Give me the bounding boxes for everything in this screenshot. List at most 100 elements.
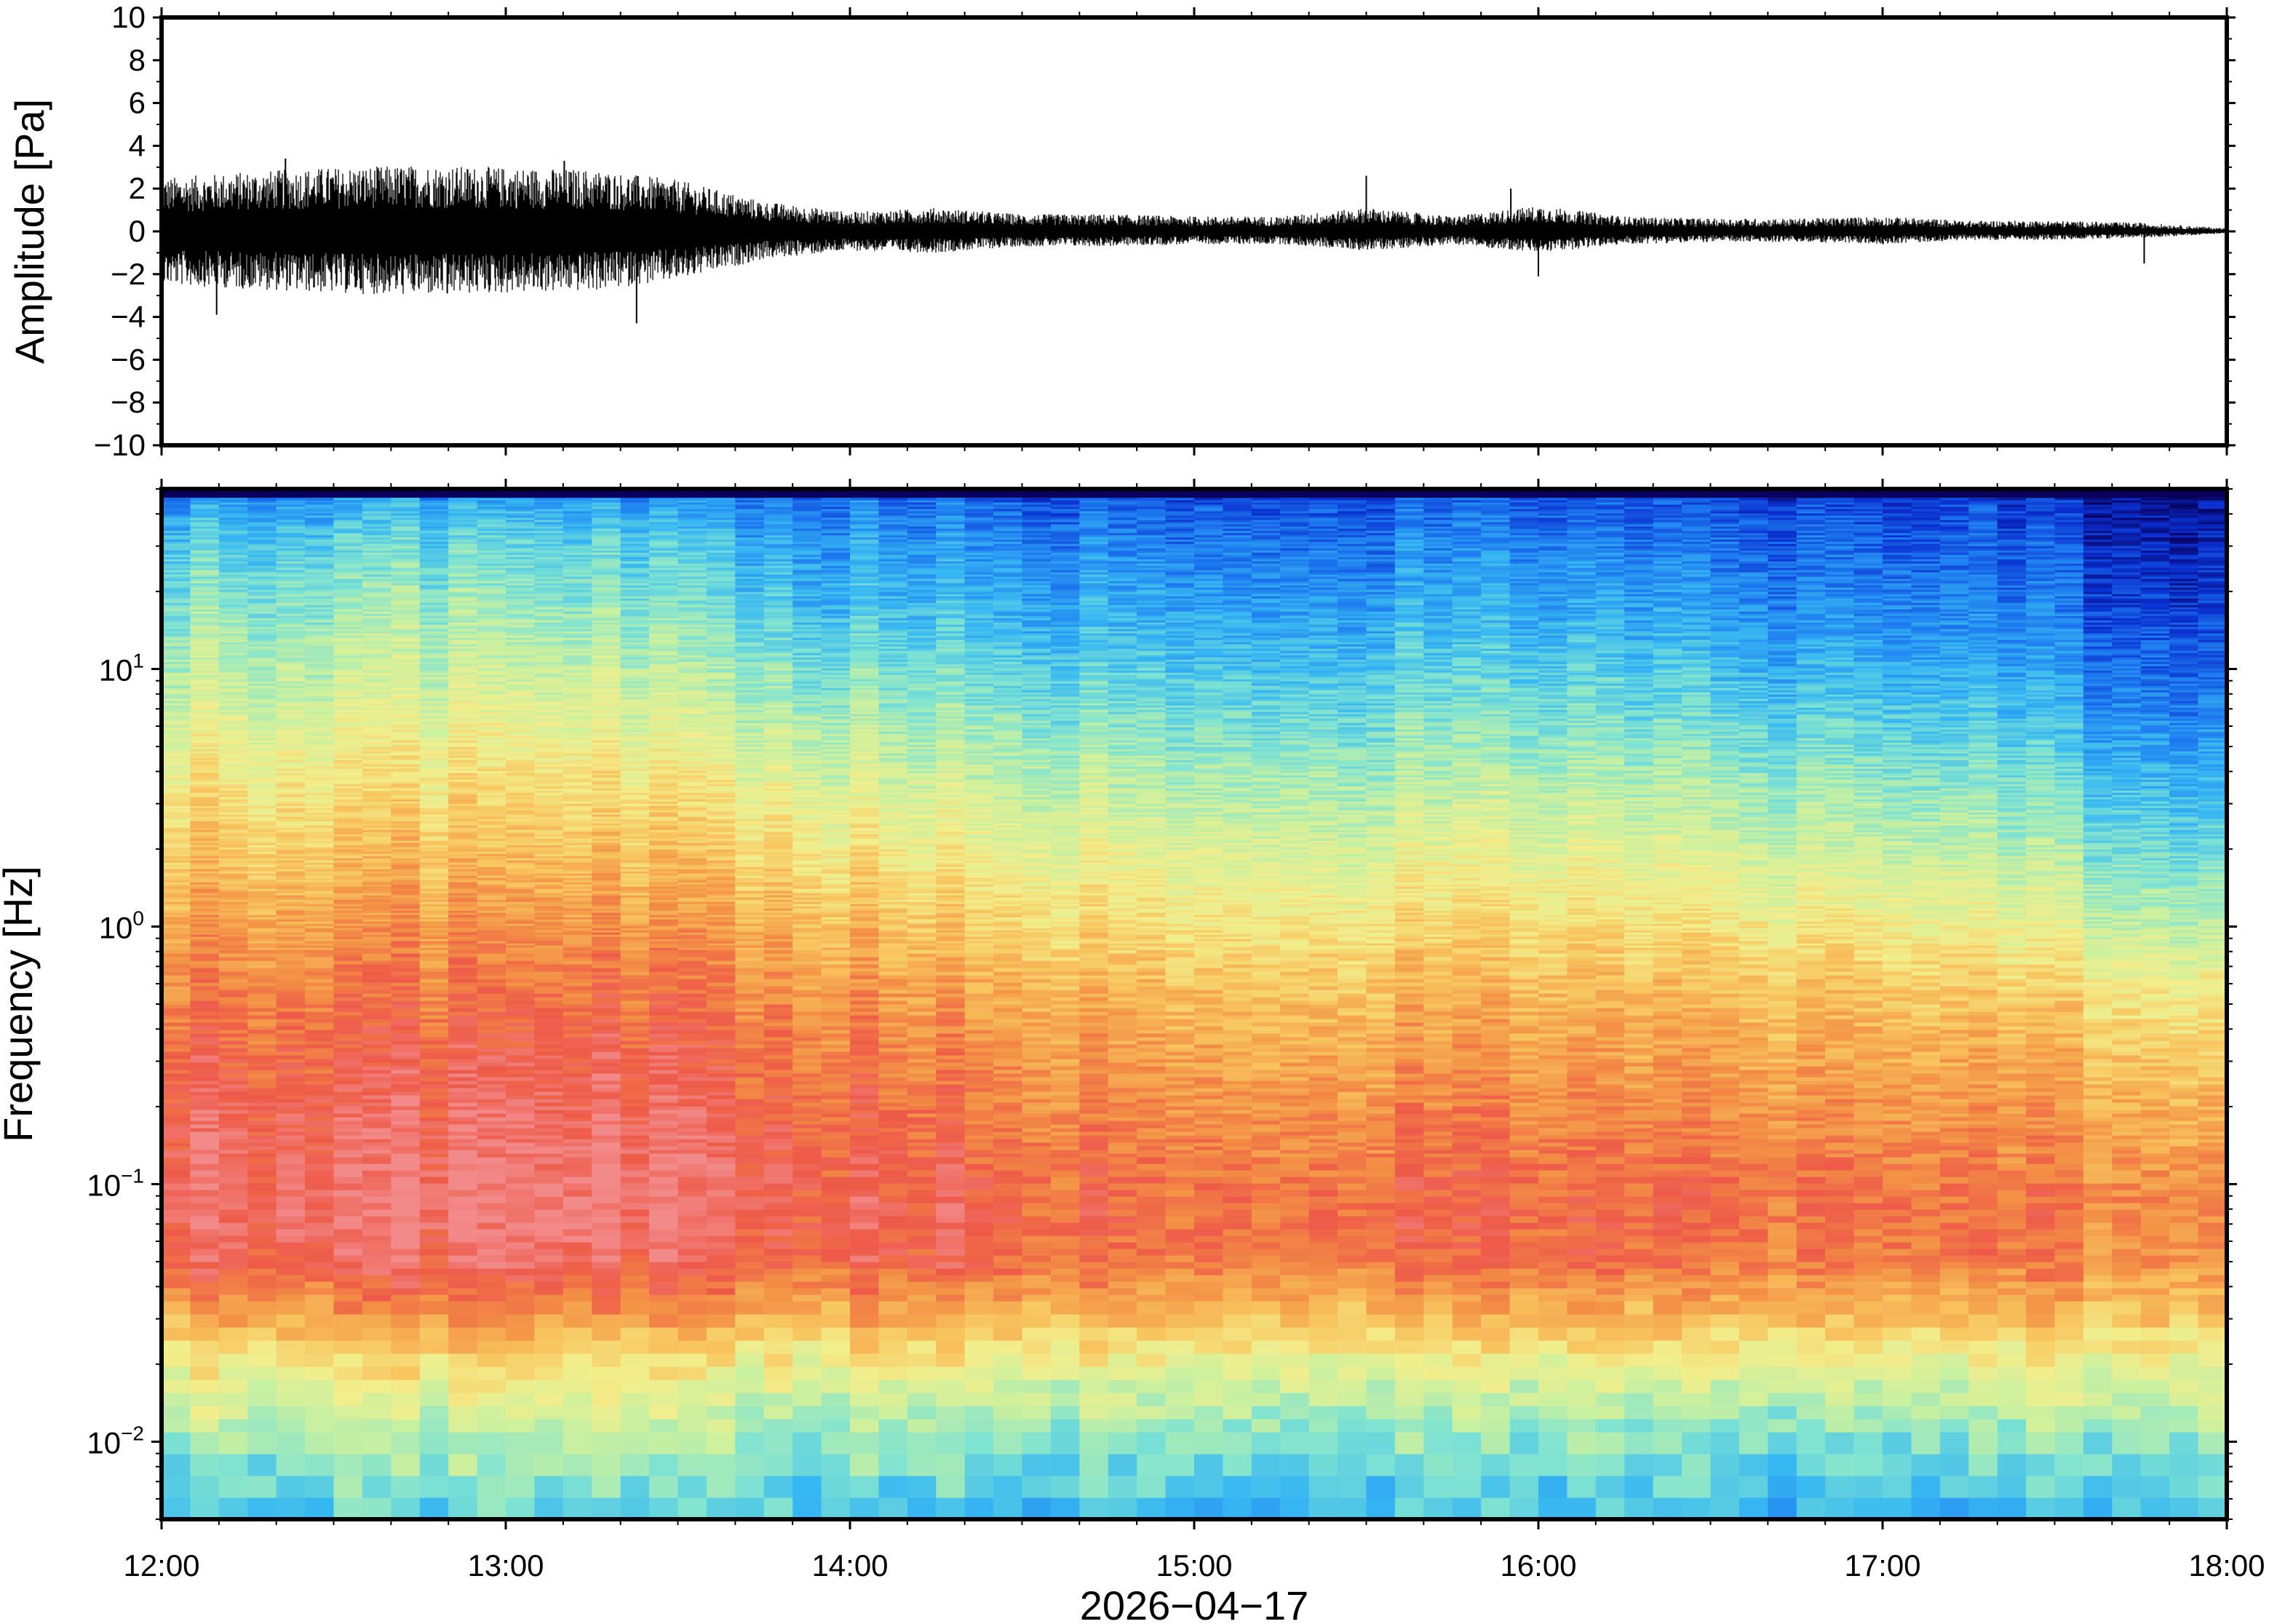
spectrogram-cell <box>247 642 277 645</box>
spectrogram-cell <box>448 1288 478 1295</box>
spectrogram-cell <box>218 539 248 542</box>
spectrogram-cell <box>419 775 449 778</box>
spectrogram-cell <box>247 701 277 704</box>
spectrogram-cell <box>362 587 392 590</box>
spectrogram-cell <box>506 880 536 883</box>
spectrogram-cell <box>391 1099 421 1103</box>
spectrogram-cell <box>276 526 306 529</box>
spectrogram-cell <box>448 1080 478 1085</box>
spectrogram-cell <box>305 823 335 826</box>
spectrogram-cell <box>534 829 564 832</box>
spectrogram-cell <box>448 1030 478 1034</box>
spectrogram-cell <box>506 624 536 627</box>
spectrogram-cell <box>190 568 220 570</box>
spectrogram-cell <box>218 1059 248 1063</box>
spectrogram-cell <box>448 1163 478 1171</box>
spectrogram-cell <box>534 714 564 717</box>
spectrogram-cell <box>477 611 506 614</box>
spectrogram-cell <box>477 539 506 542</box>
spectrogram-cell <box>563 742 592 745</box>
spectrogram-cell <box>563 941 592 944</box>
spectrogram-cell <box>534 1022 564 1027</box>
spectrogram-cell <box>362 1288 392 1295</box>
spectrogram-cell <box>247 762 277 765</box>
spectrogram-cell <box>305 740 335 743</box>
spectrogram-cell <box>276 997 306 1001</box>
spectrogram-cell <box>247 1183 277 1190</box>
spectrogram-cell <box>506 762 536 765</box>
spectrogram-cell <box>247 561 277 564</box>
spectrogram-cell <box>218 668 248 671</box>
spectrogram-cell <box>190 801 220 804</box>
spectrogram-cell <box>391 670 421 673</box>
spectrogram-cell <box>534 613 564 616</box>
spectrogram-cell <box>305 738 335 741</box>
spectrogram-cell <box>190 620 220 623</box>
spectrogram-cell <box>162 777 191 780</box>
spectrogram-cell <box>362 694 392 697</box>
spectrogram-cell <box>218 705 248 708</box>
spectrogram-cell <box>362 504 392 507</box>
spectrogram-cell <box>276 990 306 994</box>
spectrogram-cell <box>448 723 478 725</box>
spectrogram-cell <box>534 740 564 743</box>
spectrogram-cell <box>448 681 478 684</box>
spectrogram-cell <box>477 936 506 939</box>
spectrogram-cell <box>448 1037 478 1041</box>
spectrogram-cell <box>506 670 536 673</box>
spectrogram-cell <box>419 803 449 806</box>
spectrogram-cell <box>506 694 536 697</box>
spectrogram-cell <box>592 605 621 608</box>
spectrogram-cell <box>448 668 478 671</box>
spectrogram-cell <box>592 574 621 577</box>
spectrogram-cell <box>276 1157 306 1164</box>
spectrogram-cell <box>190 1139 220 1143</box>
spectrogram-cell <box>333 1281 363 1289</box>
spectrogram-cell <box>305 1157 335 1164</box>
spectrogram-cell <box>448 589 478 592</box>
spectrogram-cell <box>190 581 220 584</box>
spectrogram-cell <box>419 1033 449 1038</box>
spectrogram-cell <box>247 1113 277 1118</box>
spectrogram-cell <box>305 1275 335 1282</box>
spectrogram-cell <box>477 773 506 776</box>
spectrogram-cell <box>247 596 277 599</box>
spectrogram-cell <box>391 733 421 736</box>
spectrogram-cell <box>391 703 421 706</box>
spectrogram-cell <box>333 744 363 747</box>
spectrogram-cell <box>391 653 421 656</box>
spectrogram-cell <box>162 688 191 690</box>
spectrogram-cell <box>333 762 363 765</box>
spectrogram-cell <box>506 932 536 935</box>
spectrogram-cell <box>391 611 421 614</box>
spectrogram-cell <box>218 834 248 837</box>
spectrogram-cell <box>477 1062 506 1067</box>
spectrogram-cell <box>419 882 449 885</box>
spectrogram-cell <box>333 1255 363 1262</box>
spectrogram-cell <box>247 825 277 828</box>
spectrogram-cell <box>448 1059 478 1063</box>
spectrogram-cell <box>506 1163 536 1171</box>
spectrogram-cell <box>506 1209 536 1217</box>
spectrogram-cell <box>333 775 363 778</box>
spectrogram-cell <box>190 1077 220 1081</box>
spectrogram-cell <box>506 552 536 555</box>
spectrogram-cell <box>391 668 421 671</box>
spectrogram-cell <box>305 805 335 808</box>
spectrogram-cell <box>563 751 592 754</box>
spectrogram-cell <box>333 583 363 586</box>
spectrogram-cell <box>391 1216 421 1223</box>
spectrogram-cell <box>563 657 592 660</box>
spectrogram-cell <box>563 884 592 887</box>
spectrogram-cell <box>563 847 592 850</box>
spectrogram-cell <box>305 964 335 968</box>
spectrogram-cell <box>477 1048 506 1052</box>
spectrogram-cell <box>305 498 335 501</box>
spectrogram-cell <box>362 1366 392 1380</box>
spectrogram-cell <box>362 668 392 671</box>
spectrogram-cell <box>218 1113 248 1118</box>
spectrogram-cell <box>162 786 191 789</box>
spectrogram-cell <box>592 784 621 787</box>
spectrogram-cell <box>506 1190 536 1197</box>
spectrogram-cell <box>190 1099 220 1103</box>
